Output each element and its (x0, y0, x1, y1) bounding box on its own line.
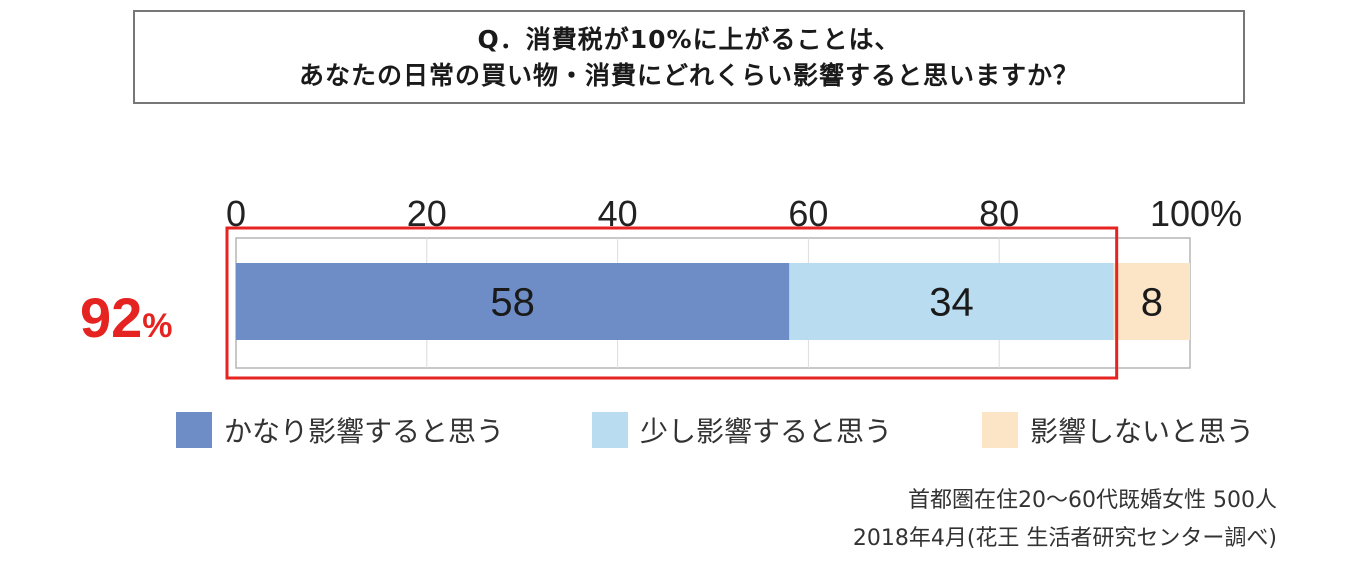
source-line-1: 首都圏在住20～60代既婚女性 500人 (908, 488, 1277, 513)
data-label: 58 (490, 281, 535, 325)
source-note: 首都圏在住20～60代既婚女性 500人 2018年4月(花王 生活者研究センタ… (853, 482, 1277, 558)
legend-swatch (176, 412, 212, 448)
question-box: Q．消費税が10%に上がることは、 あなたの日常の買い物・消費にどれくらい影響す… (133, 10, 1245, 104)
tick-label: 100% (1150, 193, 1242, 234)
legend-item: かなり影響すると思う (176, 410, 504, 450)
data-label: 34 (929, 281, 974, 325)
bar-segment (236, 263, 790, 340)
question-line-1: Q．消費税が10%に上がることは、 (477, 25, 901, 54)
stacked-bar-chart: 0 20 40 60 80 100%58 34 8 (225, 193, 1242, 380)
legend-swatch (592, 412, 628, 448)
legend-item: 影響しないと思う (982, 410, 1254, 450)
total-percentage-callout: 92% (80, 285, 173, 350)
total-percentage-unit: % (142, 307, 173, 345)
data-label: 8 (1141, 281, 1163, 325)
legend-label: 少し影響すると思う (640, 415, 893, 448)
legend-label: かなり影響すると思う (224, 415, 505, 448)
bar-segment (1113, 263, 1190, 340)
source-line-2: 2018年4月(花王 生活者研究センター調べ) (852, 526, 1277, 551)
bar-segment (789, 263, 1114, 340)
question-line-2: あなたの日常の買い物・消費にどれくらい影響すると思いますか？ (298, 61, 1079, 90)
legend-item: 少し影響すると思う (592, 410, 892, 450)
total-percentage-value: 92 (80, 286, 143, 349)
legend-label: 影響しないと思う (1030, 415, 1255, 448)
tick-label: 0 (226, 193, 246, 234)
legend-swatch (982, 412, 1018, 448)
highlight-box (225, 226, 1119, 380)
